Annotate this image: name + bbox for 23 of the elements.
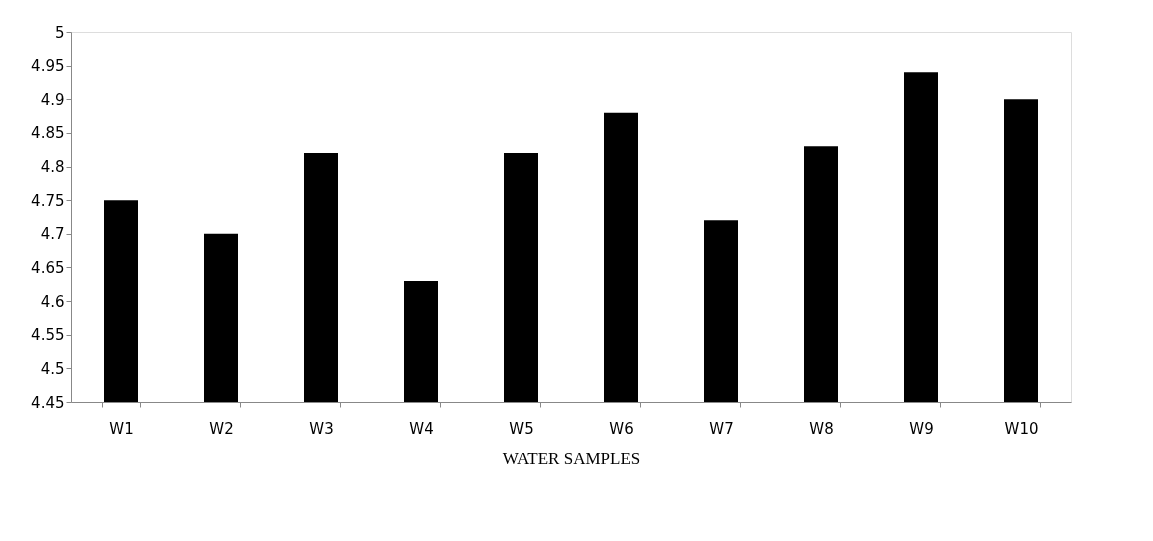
y-tick-label: 4.65 [31,258,65,277]
y-tick-label: 4.8 [40,158,65,177]
x-tick-label: W4 [409,419,434,438]
y-tick-label: 4.75 [31,191,65,210]
x-tick-label: W5 [509,419,534,438]
x-tick-label: W7 [709,419,734,438]
y-tick-label: 4.6 [40,292,65,311]
x-axis-title: WATER SAMPLES [502,448,641,468]
x-tick-label: W9 [909,419,934,438]
y-tick-label: 4.45 [31,393,65,412]
x-tick-label: W8 [809,419,834,438]
x-tick-label: W10 [1004,419,1039,438]
y-tick-label: 4.9 [40,90,65,109]
x-tick-label: W2 [209,419,234,438]
y-tick-label: 4.55 [31,326,65,345]
y-tick-label: 5 [54,23,65,42]
y-tick-label: 4.85 [31,124,65,143]
y-tick-label: 4.7 [40,225,65,244]
x-tick-label: W1 [109,419,134,438]
x-tick-label: W6 [609,419,634,438]
y-tick-label: 4.5 [40,359,65,378]
x-tick-label: W3 [309,419,334,438]
y-tick-label: 4.95 [31,57,65,76]
